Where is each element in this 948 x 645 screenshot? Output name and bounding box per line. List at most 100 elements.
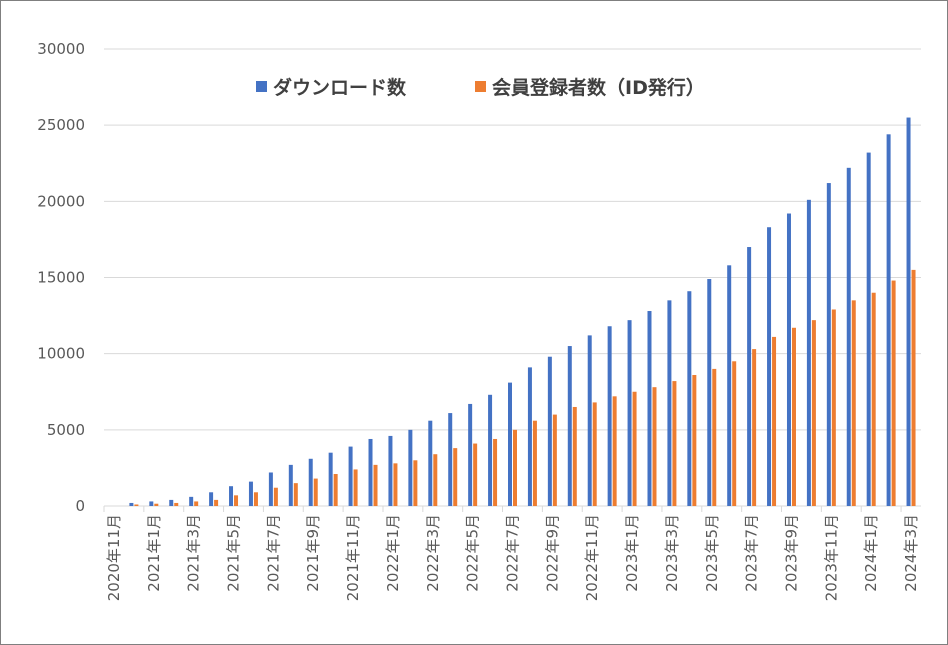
- gridlines: [104, 48, 921, 507]
- bar-members: [891, 280, 896, 506]
- bar-downloads: [567, 346, 572, 506]
- bar-members: [752, 349, 757, 506]
- bar-members: [253, 492, 258, 506]
- y-tick-label: 25000: [37, 116, 85, 134]
- bar-members: [772, 336, 777, 506]
- bar-downloads: [806, 199, 811, 506]
- bar-members: [513, 429, 517, 506]
- bar-downloads: [707, 279, 712, 506]
- x-tick-label: 2022年11月: [583, 514, 601, 601]
- bar-members: [313, 478, 318, 506]
- bar-downloads: [508, 382, 512, 506]
- bar-members: [234, 495, 239, 506]
- bar-members: [851, 300, 856, 506]
- bar-members: [393, 463, 398, 506]
- bar-downloads: [169, 499, 174, 506]
- bar-members: [732, 361, 737, 506]
- bar-downloads: [667, 300, 672, 506]
- x-tick-label: 2021年1月: [145, 514, 163, 592]
- x-tick-label: 2022年7月: [504, 514, 522, 592]
- bar-downloads: [308, 458, 313, 506]
- x-tick-label: 2022年9月: [543, 514, 561, 592]
- legend-swatch-members: [475, 81, 486, 92]
- bar-members: [672, 381, 677, 506]
- bar-members: [831, 309, 836, 506]
- bar-members: [652, 387, 657, 506]
- bar-downloads: [747, 247, 752, 507]
- bar-members: [911, 269, 916, 506]
- x-tick-label: 2023年3月: [663, 514, 681, 592]
- bar-downloads: [527, 367, 532, 506]
- y-tick-label: 15000: [37, 269, 85, 287]
- bar-members: [572, 406, 577, 506]
- bar-members: [273, 487, 278, 506]
- bar-members: [453, 448, 458, 506]
- bar-members: [473, 443, 478, 506]
- bar-downloads: [587, 335, 592, 506]
- bar-downloads: [468, 403, 473, 506]
- y-tick-label: 5000: [47, 421, 85, 439]
- x-tick-label: 2024年1月: [862, 514, 880, 592]
- x-tick-label: 2023年7月: [743, 514, 761, 592]
- bar-members: [791, 327, 796, 506]
- bar-downloads: [368, 438, 373, 506]
- bar-downloads: [268, 472, 273, 506]
- bar-members: [134, 504, 139, 506]
- bar-members: [552, 414, 557, 506]
- bar-downloads: [607, 326, 612, 506]
- x-tick-label: 2020年11月: [105, 514, 123, 601]
- bar-downloads: [428, 420, 433, 506]
- bar-members: [632, 391, 637, 506]
- legend: ダウンロード数 会員登録者数（ID発行）: [256, 76, 705, 99]
- x-tick-label: 2024年3月: [902, 514, 920, 592]
- bar-downloads: [388, 435, 393, 506]
- x-tick-label: 2022年3月: [424, 514, 442, 592]
- bar-downloads: [786, 213, 791, 506]
- bar-downloads: [348, 446, 353, 506]
- x-axis-ticks: 2020年11月 2021年1月 2021年3月 2021年5月 2021年7月 2021…: [103, 506, 920, 601]
- legend-label-members: 会員登録者数（ID発行）: [492, 76, 705, 99]
- bar-members: [174, 502, 179, 506]
- x-tick-label: 2023年9月: [782, 514, 800, 592]
- x-tick-label: 2023年11月: [822, 514, 840, 601]
- x-tick-label: 2021年11月: [344, 514, 362, 601]
- bar-members: [612, 396, 617, 506]
- bar-members: [154, 503, 159, 506]
- bar-members: [194, 501, 199, 506]
- bar-members: [811, 320, 816, 506]
- bar-downloads: [129, 502, 134, 506]
- bar-members: [214, 499, 219, 506]
- bars: [129, 117, 916, 507]
- bar-downloads: [687, 291, 692, 506]
- bar-members: [493, 438, 498, 506]
- x-tick-label: 2023年1月: [623, 514, 641, 592]
- bar-downloads: [727, 265, 732, 506]
- bar-downloads: [647, 311, 652, 506]
- bar-downloads: [767, 227, 772, 507]
- bar-downloads: [189, 496, 194, 506]
- bar-members: [333, 474, 338, 506]
- legend-swatch-downloads: [256, 81, 267, 92]
- bar-members: [871, 292, 876, 506]
- bar-downloads: [488, 394, 493, 506]
- bar-downloads: [866, 152, 871, 506]
- bar-members: [373, 464, 378, 506]
- x-tick-label: 2022年1月: [384, 514, 402, 592]
- bar-downloads: [149, 501, 154, 506]
- bar-members: [592, 402, 597, 506]
- y-tick-label: 10000: [37, 345, 85, 363]
- x-tick-label: 2023年5月: [703, 514, 721, 592]
- legend-label-downloads: ダウンロード数: [273, 76, 407, 99]
- bar-members: [532, 420, 537, 506]
- bar-downloads: [846, 167, 851, 506]
- y-tick-label: 30000: [37, 40, 85, 58]
- bar-downloads: [826, 183, 831, 506]
- x-tick-label: 2021年9月: [304, 514, 322, 592]
- x-tick-label: 2022年5月: [464, 514, 482, 592]
- bar-members: [712, 368, 717, 506]
- bar-downloads: [229, 486, 234, 506]
- bar-downloads: [906, 117, 911, 507]
- y-tick-label: 20000: [37, 192, 85, 210]
- bar-downloads: [627, 320, 632, 506]
